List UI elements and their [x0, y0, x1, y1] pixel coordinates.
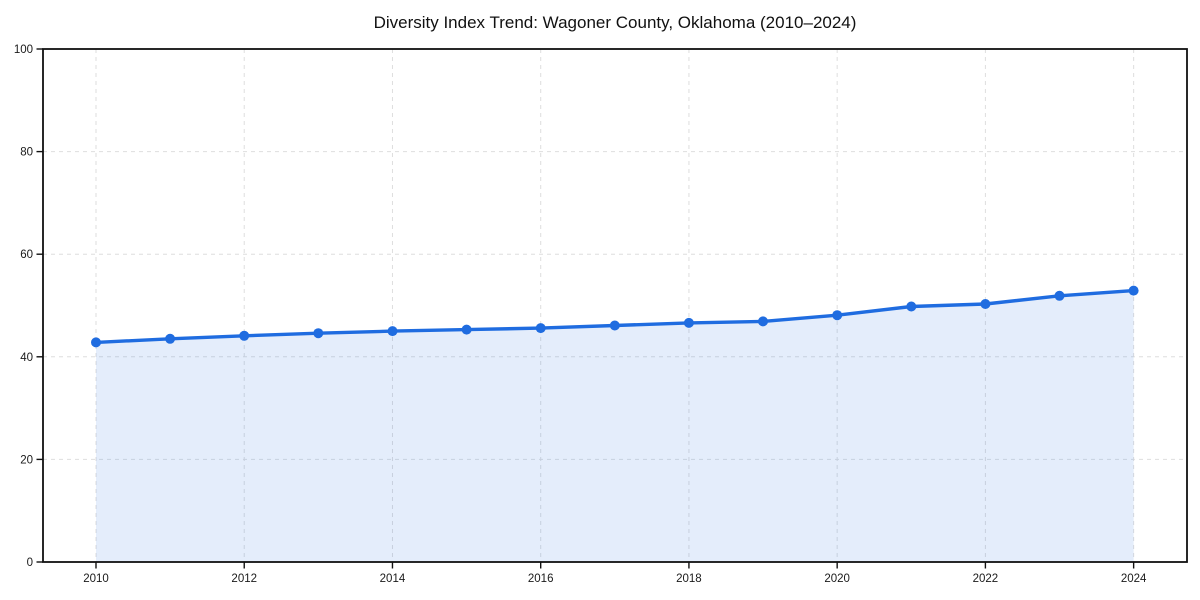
data-point-2023: [1054, 290, 1065, 301]
chart-title: Diversity Index Trend: Wagoner County, O…: [373, 13, 857, 32]
series-area-fill: [96, 290, 1134, 562]
data-point-2011: [165, 333, 176, 344]
data-point-2017: [609, 320, 620, 331]
data-point-2010: [91, 337, 101, 348]
data-point-2014: [387, 326, 398, 337]
data-point-2021: [906, 301, 917, 312]
data-point-2016: [535, 323, 546, 334]
x-tick-label: 2020: [824, 573, 850, 585]
data-point-2024: [1128, 285, 1139, 296]
x-tick-label: 2012: [231, 573, 257, 585]
data-point-2020: [832, 310, 843, 321]
x-tick-label: 2022: [973, 573, 999, 585]
data-point-2022: [980, 299, 991, 309]
x-tick-label: 2018: [676, 573, 702, 585]
y-tick-label: 40: [20, 352, 33, 364]
y-tick-label: 100: [14, 44, 33, 56]
data-point-2018: [683, 317, 694, 328]
y-tick-label: 60: [20, 249, 33, 261]
y-tick-label: 20: [20, 454, 33, 466]
axes-frame: [42, 48, 1188, 563]
y-tick-label: 0: [27, 557, 33, 569]
x-tick-label: 2024: [1121, 573, 1147, 585]
x-tick-label: 2010: [83, 573, 109, 585]
data-point-2019: [758, 316, 768, 327]
x-tick-label: 2016: [528, 573, 554, 585]
plot-area: [43, 49, 1187, 562]
data-point-2013: [313, 328, 324, 339]
data-point-2015: [461, 324, 472, 335]
x-tick-label: 2014: [380, 573, 406, 585]
y-tick-label: 80: [20, 147, 33, 159]
data-point-2012: [239, 330, 250, 341]
